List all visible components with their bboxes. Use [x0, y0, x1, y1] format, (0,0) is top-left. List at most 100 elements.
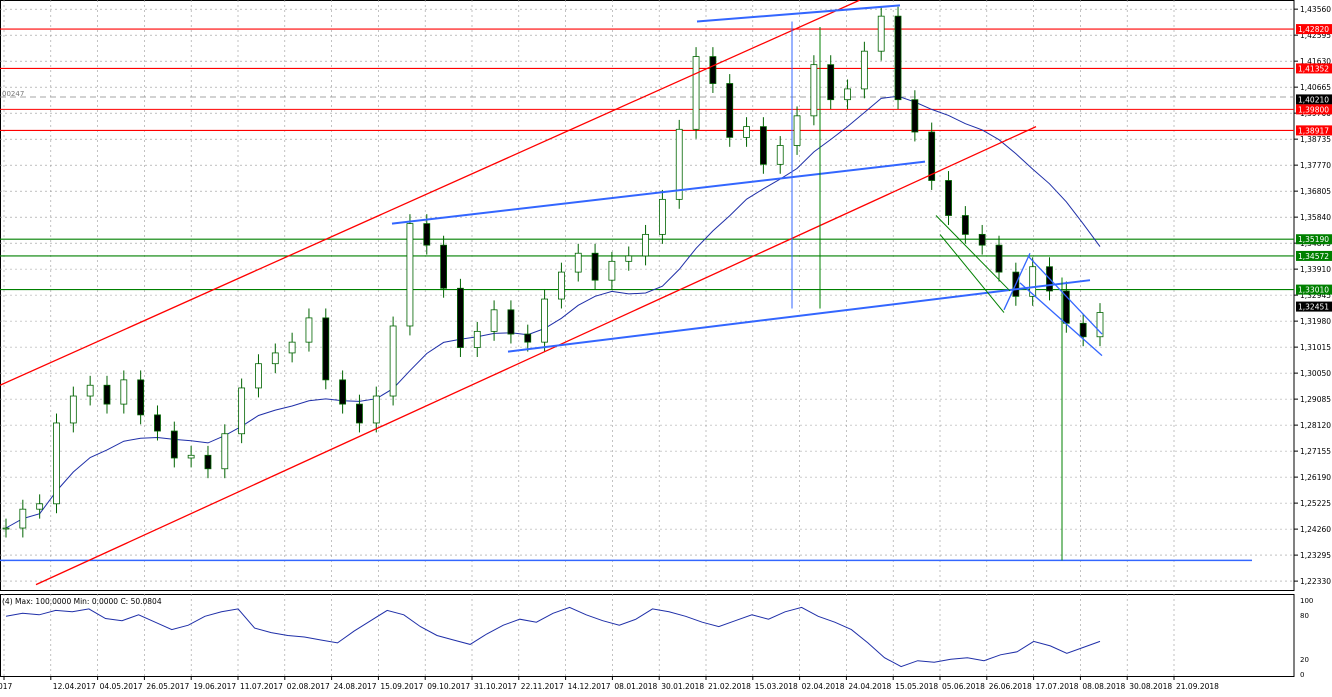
- candle-body: [961, 215, 969, 235]
- price-label-text: 1,32451: [1298, 303, 1329, 312]
- candle-body: [238, 387, 246, 435]
- candle-body: [457, 287, 464, 348]
- price-label-box: [1296, 125, 1332, 136]
- candle: [844, 79, 851, 110]
- candle: [255, 354, 262, 398]
- candle-body: [759, 126, 767, 165]
- price-label-text: 1,33010: [1298, 286, 1329, 295]
- candle: [120, 370, 128, 414]
- candle: [238, 378, 246, 444]
- x-tick-label: 24.04.2018: [848, 682, 891, 691]
- candle-body: [440, 244, 448, 289]
- x-tick-label: 26.05.2017: [146, 682, 189, 691]
- candle-body: [2, 527, 10, 530]
- candle: [86, 375, 94, 406]
- candle-body: [271, 352, 279, 365]
- x-tick-label: 05.06.2018: [942, 682, 985, 691]
- candle: [154, 405, 161, 441]
- candle-body: [709, 56, 717, 84]
- candle-body: [339, 379, 347, 405]
- candle: [137, 370, 145, 425]
- x-tick-label: 22.11.2017: [521, 682, 564, 691]
- candle-body: [322, 317, 330, 381]
- x-tick-label: 017: [0, 682, 13, 691]
- x-tick-label: 26.06.2018: [989, 682, 1032, 691]
- candle-body: [995, 244, 1003, 273]
- y-tick-label: 1,26190: [1300, 473, 1331, 482]
- candle: [490, 300, 498, 341]
- candle: [978, 224, 986, 255]
- price-label-text: 1,41352: [1298, 64, 1329, 73]
- candle-body: [120, 379, 128, 405]
- candle: [558, 262, 565, 309]
- x-tick-label: 04.05.2017: [100, 682, 143, 691]
- candle-body: [356, 403, 363, 424]
- candle-body: [69, 395, 77, 424]
- candle: [457, 278, 464, 357]
- candle: [204, 445, 212, 479]
- oscillator-line: [5, 606, 1101, 668]
- channel-upper-red: [0, 0, 861, 386]
- candle: [625, 246, 633, 271]
- candle-body: [524, 333, 532, 343]
- price-label-text: 1,39800: [1298, 105, 1329, 114]
- candle: [507, 300, 515, 344]
- candle: [743, 117, 750, 147]
- candle: [53, 413, 60, 514]
- candle: [810, 55, 818, 126]
- candle-body: [877, 15, 885, 52]
- wedge-upper: [1027, 255, 1103, 335]
- candle: [776, 136, 784, 174]
- price-label-box: [1296, 301, 1332, 312]
- candle: [642, 224, 649, 266]
- candle: [103, 375, 111, 414]
- candle-body: [154, 414, 161, 432]
- y-tick-label: 1,37770: [1300, 161, 1331, 170]
- channel-lower-red: [35, 126, 1037, 586]
- y-tick-label: 1,24260: [1300, 525, 1331, 534]
- x-tick-label: 15.09.2017: [380, 682, 423, 691]
- candle: [19, 499, 27, 538]
- candle-body: [1029, 266, 1037, 297]
- candle: [36, 494, 44, 519]
- candle-body: [928, 131, 936, 181]
- candle-body: [204, 454, 212, 470]
- candle: [608, 251, 616, 290]
- y-tick-label: 1,31980: [1300, 317, 1331, 326]
- wedge-lower: [1019, 282, 1103, 357]
- candle-body: [574, 252, 582, 273]
- left-price-label: 00247: [2, 90, 24, 98]
- candle: [389, 316, 397, 406]
- y-tick-label: 1,41630: [1300, 57, 1331, 66]
- x-tick-label: 21.09.2018: [1176, 682, 1219, 691]
- price-label-box: [1296, 24, 1332, 35]
- candle: [709, 47, 717, 93]
- price-label-box: [1296, 284, 1332, 295]
- candle-body: [776, 145, 784, 165]
- x-tick-label: 12.04.2017: [53, 682, 96, 691]
- x-tick-label: 08.08.2018: [1082, 682, 1125, 691]
- x-tick-label: 15.05.2018: [895, 682, 938, 691]
- candle-body: [726, 83, 734, 138]
- price-label-text: 1,35190: [1298, 235, 1329, 244]
- candle-body: [1096, 312, 1104, 338]
- candle: [860, 41, 868, 99]
- candle: [759, 117, 767, 174]
- candle-body: [103, 384, 111, 405]
- candle: [995, 235, 1003, 282]
- x-tick-label: 30.01.2018: [661, 682, 704, 691]
- candle: [288, 332, 296, 363]
- candle-body: [372, 395, 380, 424]
- x-tick-label: 09.10.2017: [427, 682, 470, 691]
- candle: [322, 308, 330, 390]
- x-tick-label: 24.08.2017: [334, 682, 377, 691]
- candle: [271, 343, 279, 374]
- candle: [574, 243, 582, 282]
- candle-body: [558, 271, 565, 300]
- candle: [1079, 313, 1087, 347]
- y-tick-label: 1,43560: [1300, 5, 1331, 14]
- price-label-text: 1,34572: [1298, 252, 1329, 261]
- candle-body: [1079, 322, 1087, 338]
- candle: [187, 445, 195, 468]
